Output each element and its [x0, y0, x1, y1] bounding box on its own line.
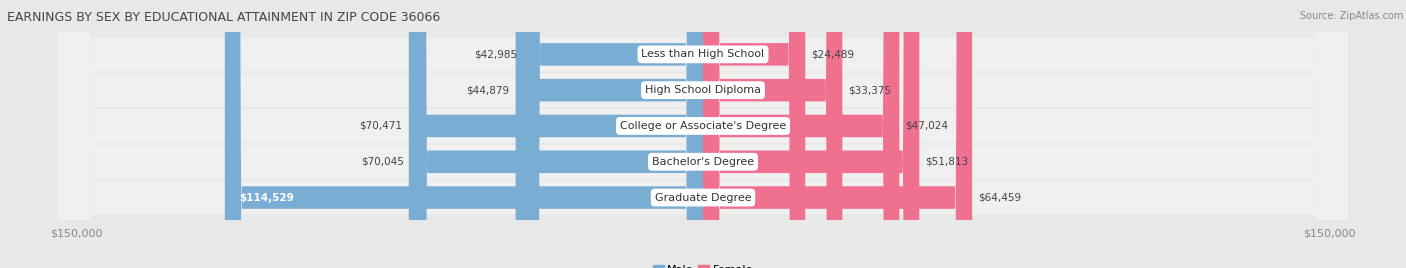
FancyBboxPatch shape — [703, 0, 806, 268]
FancyBboxPatch shape — [409, 0, 703, 268]
Text: $44,879: $44,879 — [467, 85, 509, 95]
FancyBboxPatch shape — [516, 0, 703, 268]
Text: EARNINGS BY SEX BY EDUCATIONAL ATTAINMENT IN ZIP CODE 36066: EARNINGS BY SEX BY EDUCATIONAL ATTAINMEN… — [7, 11, 440, 24]
FancyBboxPatch shape — [703, 0, 920, 268]
Text: $51,813: $51,813 — [925, 157, 969, 167]
FancyBboxPatch shape — [58, 0, 1348, 268]
Text: $42,985: $42,985 — [474, 49, 517, 59]
Text: Bachelor's Degree: Bachelor's Degree — [652, 157, 754, 167]
Text: High School Diploma: High School Diploma — [645, 85, 761, 95]
FancyBboxPatch shape — [58, 0, 1348, 268]
Text: Less than High School: Less than High School — [641, 49, 765, 59]
Text: $47,024: $47,024 — [905, 121, 949, 131]
FancyBboxPatch shape — [703, 0, 972, 268]
FancyBboxPatch shape — [703, 0, 842, 268]
Text: $33,375: $33,375 — [849, 85, 891, 95]
FancyBboxPatch shape — [58, 0, 1348, 268]
FancyBboxPatch shape — [225, 0, 703, 268]
Text: $24,489: $24,489 — [811, 49, 855, 59]
FancyBboxPatch shape — [58, 0, 1348, 268]
Legend: Male, Female: Male, Female — [648, 260, 758, 268]
Text: $64,459: $64,459 — [979, 193, 1022, 203]
FancyBboxPatch shape — [58, 0, 1348, 268]
FancyBboxPatch shape — [411, 0, 703, 268]
FancyBboxPatch shape — [523, 0, 703, 268]
Text: Graduate Degree: Graduate Degree — [655, 193, 751, 203]
Text: College or Associate's Degree: College or Associate's Degree — [620, 121, 786, 131]
Text: $114,529: $114,529 — [239, 193, 294, 203]
Text: $70,045: $70,045 — [361, 157, 405, 167]
Text: $70,471: $70,471 — [360, 121, 402, 131]
FancyBboxPatch shape — [703, 0, 900, 268]
Text: Source: ZipAtlas.com: Source: ZipAtlas.com — [1299, 11, 1403, 21]
